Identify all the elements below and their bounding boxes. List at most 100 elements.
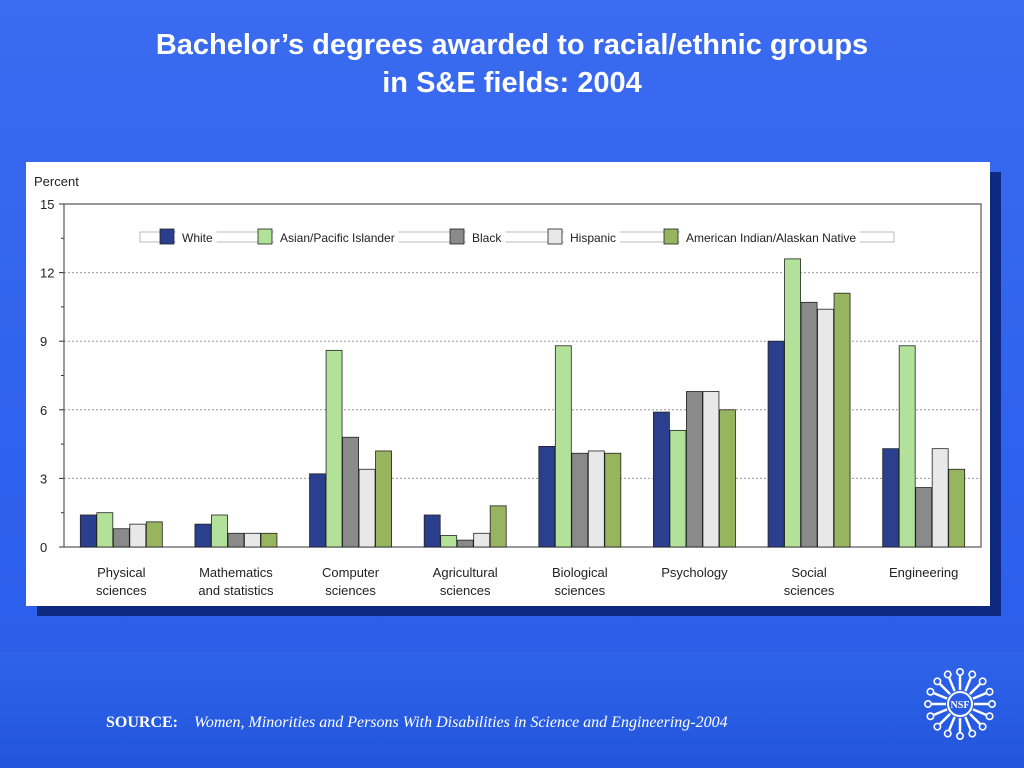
legend-label-bg [176, 231, 217, 243]
bar-black [915, 487, 933, 548]
bar-black [342, 436, 359, 548]
x-category-label: Psychology [661, 565, 728, 580]
nsf-logo-node [968, 670, 977, 679]
bar-hispanic [244, 532, 261, 548]
nsf-logo-node [985, 687, 994, 696]
nsf-logo-ray [947, 716, 956, 732]
legend-label-bg [466, 231, 506, 243]
legend-label: Black [472, 231, 502, 245]
nsf-logo-ray [972, 691, 988, 700]
nsf-logo-node [943, 670, 952, 679]
y-tick-label: 9 [40, 334, 47, 349]
bar-asian-pacific-islander [784, 258, 801, 548]
bar-black [800, 301, 818, 548]
bottom-band [0, 652, 1024, 768]
nsf-logo-node [923, 699, 933, 708]
legend-label: Asian/Pacific Islander [280, 231, 395, 245]
legend-swatch-black [449, 228, 465, 245]
nsf-logo-ray [932, 691, 948, 700]
bar-american-indian-alaskan-native [489, 505, 507, 548]
source-label: SOURCE: [106, 714, 179, 731]
legend-label: American Indian/Alaskan Native [686, 231, 856, 245]
bar-black [227, 532, 245, 548]
bar-american-indian-alaskan-native [719, 409, 736, 548]
nsf-logo: NSF [923, 667, 997, 741]
bar-white [423, 514, 441, 548]
plot-frame [63, 203, 982, 548]
nsf-logo-ray [969, 713, 982, 726]
nsf-logo-node [978, 722, 987, 731]
bar-asian-pacific-islander [96, 512, 114, 548]
nsf-logo-node [955, 732, 964, 741]
legend-swatch-white [159, 228, 175, 245]
nsf-logo-ray [964, 716, 973, 732]
source-note: SOURCE: Women, Minorities and Persons Wi… [106, 714, 728, 732]
bar-white [194, 523, 212, 548]
nsf-logo-ray [972, 708, 988, 717]
nsf-logo-node [933, 677, 942, 686]
x-category-label: Mathematics and statistics [198, 565, 274, 598]
bar-white [767, 340, 785, 548]
bar-asian-pacific-islander [325, 349, 343, 548]
bar-white [79, 514, 97, 548]
bar-american-indian-alaskan-native [145, 521, 163, 548]
nsf-logo-node [968, 729, 977, 738]
nsf-logo-ray [938, 713, 951, 726]
bar-hispanic [587, 450, 605, 548]
x-category-label: Computer sciences [322, 565, 380, 598]
bar-hispanic [817, 308, 834, 548]
legend-label: Hispanic [570, 231, 616, 245]
source-reference: Women, Minorities and Persons With Disab… [194, 714, 728, 731]
bar-asian-pacific-islander [554, 345, 572, 548]
bar-white [653, 411, 670, 548]
bar-chart: Percent 0 3 6 9 12 15 Physical sciences Mathemati… [34, 174, 982, 598]
bar-black [456, 539, 474, 548]
bar-asian-pacific-islander [440, 535, 458, 548]
nsf-logo-node [926, 687, 935, 696]
nsf-logo-node [955, 667, 964, 677]
legend-box [139, 231, 895, 243]
slide-title: Bachelor’s degrees awarded to racial/eth… [0, 26, 1024, 102]
y-tick-label: 0 [40, 540, 47, 555]
bar-american-indian-alaskan-native [948, 468, 966, 548]
y-axis-label: Percent [34, 174, 79, 189]
x-category-label: Physical sciences [96, 565, 147, 598]
nsf-logo-node [985, 712, 994, 721]
nsf-logo-ray [964, 676, 973, 692]
bar-white [882, 448, 900, 548]
legend-swatch-asian-pacific-islander [257, 228, 273, 245]
nsf-logo-ray [969, 682, 982, 695]
bar-black [112, 528, 130, 548]
bar-black [571, 452, 589, 548]
bar-american-indian-alaskan-native [604, 452, 622, 548]
title-line-2: in S&E fields: 2004 [382, 67, 642, 99]
x-category-label: Biological sciences [552, 565, 608, 598]
legend-label-bg [680, 231, 861, 243]
nsf-logo-node [933, 722, 942, 731]
bar-hispanic [473, 532, 491, 548]
nsf-logo-rays [923, 667, 997, 741]
chart-panel: Percent 0 3 6 9 12 15 Physical sciences Mathemati… [26, 162, 990, 606]
bar-white [309, 473, 326, 548]
bar-american-indian-alaskan-native [260, 532, 278, 548]
legend-swatch-american-indian-alaskan-native [663, 228, 679, 245]
bar-asian-pacific-islander [669, 429, 687, 548]
y-tick-label: 15 [40, 197, 54, 212]
bar-asian-pacific-islander [211, 514, 228, 548]
nsf-logo-ray [932, 708, 948, 717]
y-tick-label: 12 [40, 266, 54, 281]
x-category-label: Engineering [889, 565, 958, 580]
nsf-logo-node [978, 677, 987, 686]
bar-hispanic [931, 448, 949, 548]
y-tick-label: 3 [40, 471, 47, 486]
nsf-logo-ray [947, 676, 956, 692]
nsf-logo-node [988, 699, 997, 708]
x-category-label: Social sciences [784, 565, 835, 598]
bar-hispanic [358, 468, 376, 548]
bar-asian-pacific-islander [898, 345, 916, 548]
legend-label: White [182, 231, 213, 245]
nsf-logo-ring [947, 691, 973, 717]
bar-white [538, 445, 556, 548]
title-line-1: Bachelor’s degrees awarded to racial/eth… [155, 29, 869, 61]
nsf-logo-node [926, 712, 935, 721]
